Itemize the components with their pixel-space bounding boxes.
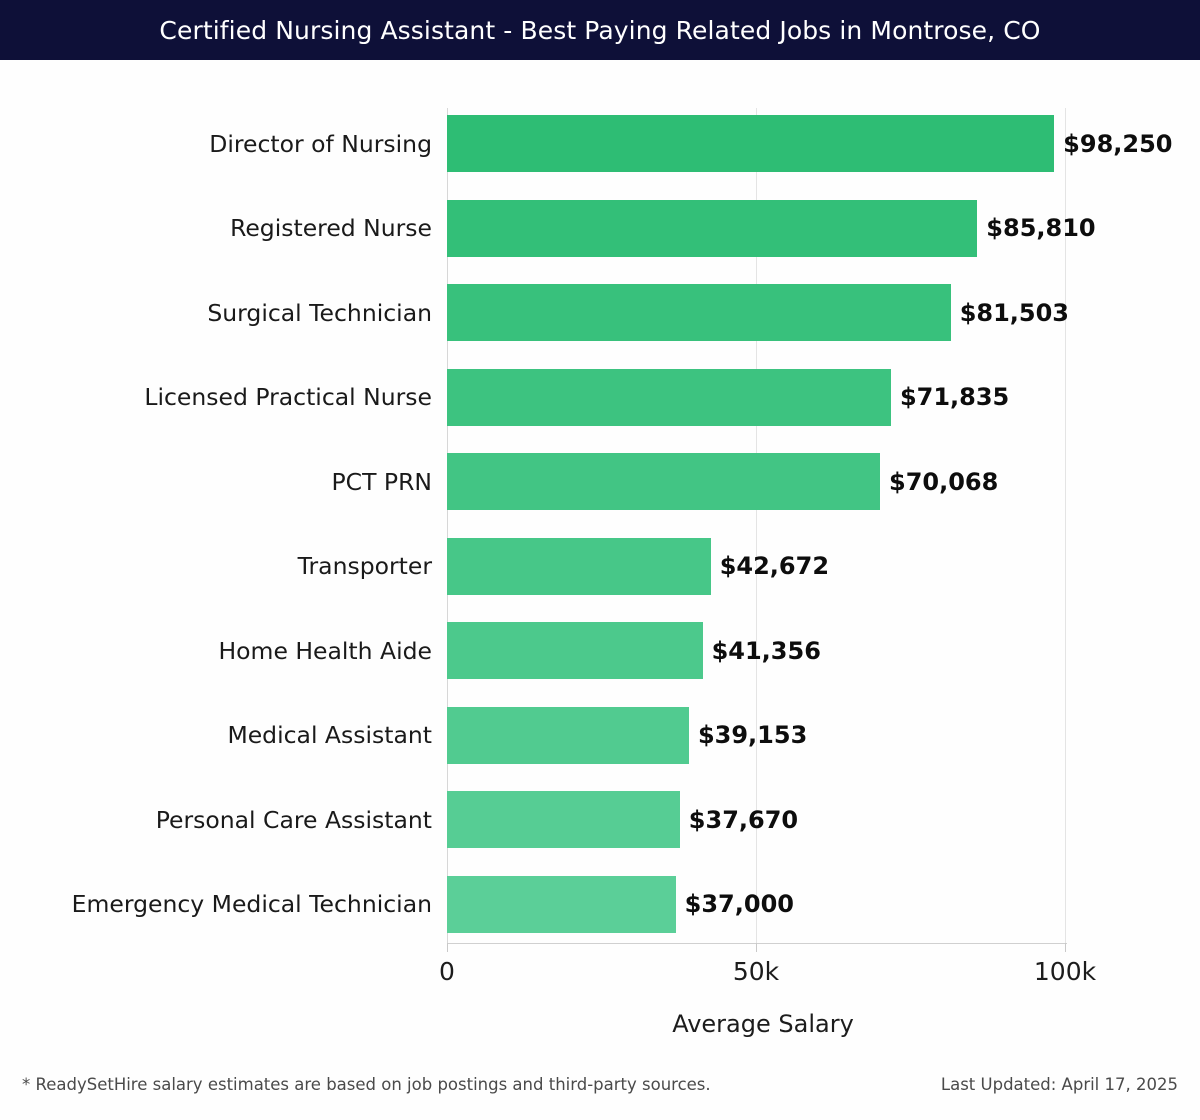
bar-row: Registered Nurse $85,810: [0, 199, 1200, 257]
category-label: Emergency Medical Technician: [71, 890, 432, 918]
bar-value-label: $71,835: [899, 383, 1010, 411]
x-axis-title-label: Average Salary: [672, 1010, 854, 1038]
category-label: PCT PRN: [331, 467, 432, 496]
y-axis-line: [447, 108, 448, 943]
bar-value-label: $98,250: [1063, 129, 1173, 158]
bar[interactable]: [447, 537, 711, 595]
bar[interactable]: [447, 875, 676, 933]
category-label: Registered Nurse: [230, 214, 432, 242]
bar-value-label: $70,068: [889, 467, 999, 496]
gridline: [1065, 108, 1066, 943]
category-label: Personal Care Assistant: [155, 805, 432, 834]
bar-value-label: $41,356: [711, 636, 821, 665]
bar[interactable]: [447, 284, 951, 341]
footer-last-updated: Last Updated: April 17, 2025: [940, 1075, 1178, 1094]
bar[interactable]: [447, 368, 891, 426]
category-label: Transporter: [297, 552, 432, 580]
x-axis-tick-label: 100k: [1033, 957, 1097, 986]
bar-row: Emergency Medical Technician $37,000: [0, 875, 1200, 933]
bar-value-label: $37,670: [688, 805, 799, 834]
page-title: Certified Nursing Assistant - Best Payin…: [159, 15, 1041, 45]
bar-chart: 0 50k 100k Director of Nursing $98,250 Regis…: [0, 60, 1200, 1060]
bar-row: Transporter $42,672: [0, 537, 1200, 595]
bar-row: Medical Assistant $39,153: [0, 706, 1200, 764]
x-axis-tick-mark: [1065, 943, 1066, 952]
bar-row: Surgical Technician $81,503: [0, 284, 1200, 341]
bar-row: Director of Nursing $98,250: [0, 115, 1200, 172]
footer-disclaimer: * ReadySetHire salary estimates are base…: [22, 1075, 711, 1094]
bar-row: Personal Care Assistant $37,670: [0, 791, 1200, 848]
x-axis-tick-label: 50k: [732, 957, 780, 986]
bar[interactable]: [447, 706, 689, 764]
bar[interactable]: [447, 453, 881, 510]
bar[interactable]: [447, 622, 703, 679]
category-label: Licensed Practical Nurse: [144, 383, 432, 411]
bar-value-label: $37,000: [684, 890, 794, 918]
bar-row: Home Health Aide $41,356: [0, 622, 1200, 679]
x-axis-tick-label: 0: [439, 957, 455, 986]
chart-header: Certified Nursing Assistant - Best Payin…: [0, 0, 1200, 60]
bar[interactable]: [447, 791, 680, 848]
bar-value-label: $85,810: [986, 214, 1096, 242]
bar[interactable]: [447, 199, 978, 257]
x-axis-tick-mark: [756, 943, 757, 952]
gridline: [756, 108, 757, 943]
category-label: Surgical Technician: [207, 298, 432, 327]
x-axis-tick-mark: [447, 943, 448, 952]
x-axis-line: [447, 943, 1067, 944]
bar[interactable]: [447, 115, 1055, 172]
x-axis-title: Average Salary: [0, 1010, 1200, 1038]
bar-row: PCT PRN $70,068: [0, 453, 1200, 510]
bar-value-label: $39,153: [697, 721, 808, 749]
category-label: Director of Nursing: [209, 129, 432, 158]
category-label: Home Health Aide: [218, 636, 433, 665]
bar-row: Licensed Practical Nurse $71,835: [0, 368, 1200, 426]
category-label: Medical Assistant: [227, 721, 432, 749]
bar-value-label: $42,672: [719, 552, 830, 580]
chart-footer: * ReadySetHire salary estimates are base…: [0, 1075, 1200, 1120]
bar-value-label: $81,503: [959, 298, 1069, 327]
